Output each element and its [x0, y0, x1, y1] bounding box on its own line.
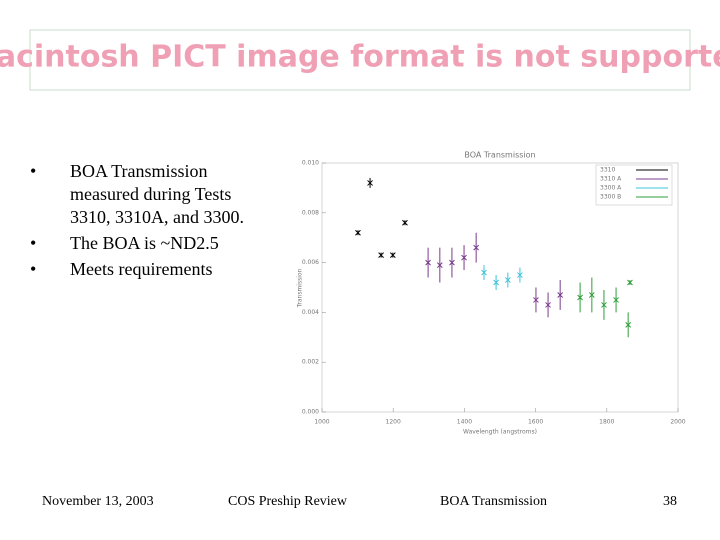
y-tick-label: 0.000 — [302, 409, 319, 416]
data-point — [355, 229, 361, 236]
data-point — [533, 297, 539, 303]
data-point — [367, 180, 373, 186]
data-point — [613, 297, 619, 303]
data-point — [588, 292, 595, 298]
data-point — [517, 272, 523, 278]
data-point — [436, 262, 443, 268]
x-tick-label: 1600 — [528, 419, 543, 426]
data-point — [493, 279, 499, 286]
legend-label: 3310 — [600, 167, 615, 174]
y-tick-label: 0.008 — [302, 209, 319, 216]
data-point — [378, 252, 384, 258]
footer-topic: BOA Transmission — [440, 494, 547, 509]
bullet: BOA Transmission measured during Tests 3… — [30, 160, 245, 229]
data-point — [557, 292, 564, 298]
data-point — [504, 277, 511, 283]
footer-page: 38 — [663, 494, 677, 509]
y-tick-label: 0.004 — [302, 309, 319, 316]
x-tick-label: 2000 — [670, 419, 685, 426]
y-axis-label: Transmission — [297, 268, 304, 308]
data-point — [402, 219, 408, 226]
data-point — [449, 259, 455, 266]
data-point — [389, 252, 396, 258]
x-tick-label: 1000 — [314, 419, 329, 426]
y-tick-label: 0.002 — [302, 359, 319, 366]
data-point — [461, 254, 467, 261]
banner-frame — [29, 29, 691, 91]
bullet: Meets requirements — [30, 258, 245, 281]
legend-box — [595, 164, 673, 206]
data-point — [545, 302, 551, 308]
footer-date: November 13, 2003 — [42, 494, 154, 509]
legend-label: 3300 A — [600, 185, 622, 192]
legend-label: 3310 A — [600, 176, 622, 183]
chart-title: BOA Transmission — [464, 151, 535, 160]
data-point — [481, 269, 487, 276]
y-tick-label: 0.006 — [302, 259, 319, 266]
x-tick-label: 1800 — [599, 419, 614, 426]
footer-review: COS Preship Review — [228, 494, 347, 509]
data-point — [601, 302, 607, 308]
plot-frame — [321, 162, 679, 413]
bullet: The BOA is ~ND2.5 — [30, 232, 245, 255]
banner: Macintosh PICT image format is not suppo… — [0, 40, 720, 75]
x-tick-label: 1200 — [386, 419, 401, 426]
x-axis-label: Wavelength (angstroms) — [463, 429, 537, 436]
bullet-list: BOA Transmission measured during Tests 3… — [30, 160, 270, 284]
data-point — [625, 321, 632, 328]
data-point — [627, 279, 633, 286]
x-tick-label: 1400 — [457, 419, 472, 426]
y-tick-label: 0.010 — [302, 160, 319, 167]
data-point — [473, 244, 480, 251]
data-point — [577, 294, 583, 301]
data-point — [425, 259, 431, 266]
legend-label: 3300 B — [600, 194, 621, 201]
